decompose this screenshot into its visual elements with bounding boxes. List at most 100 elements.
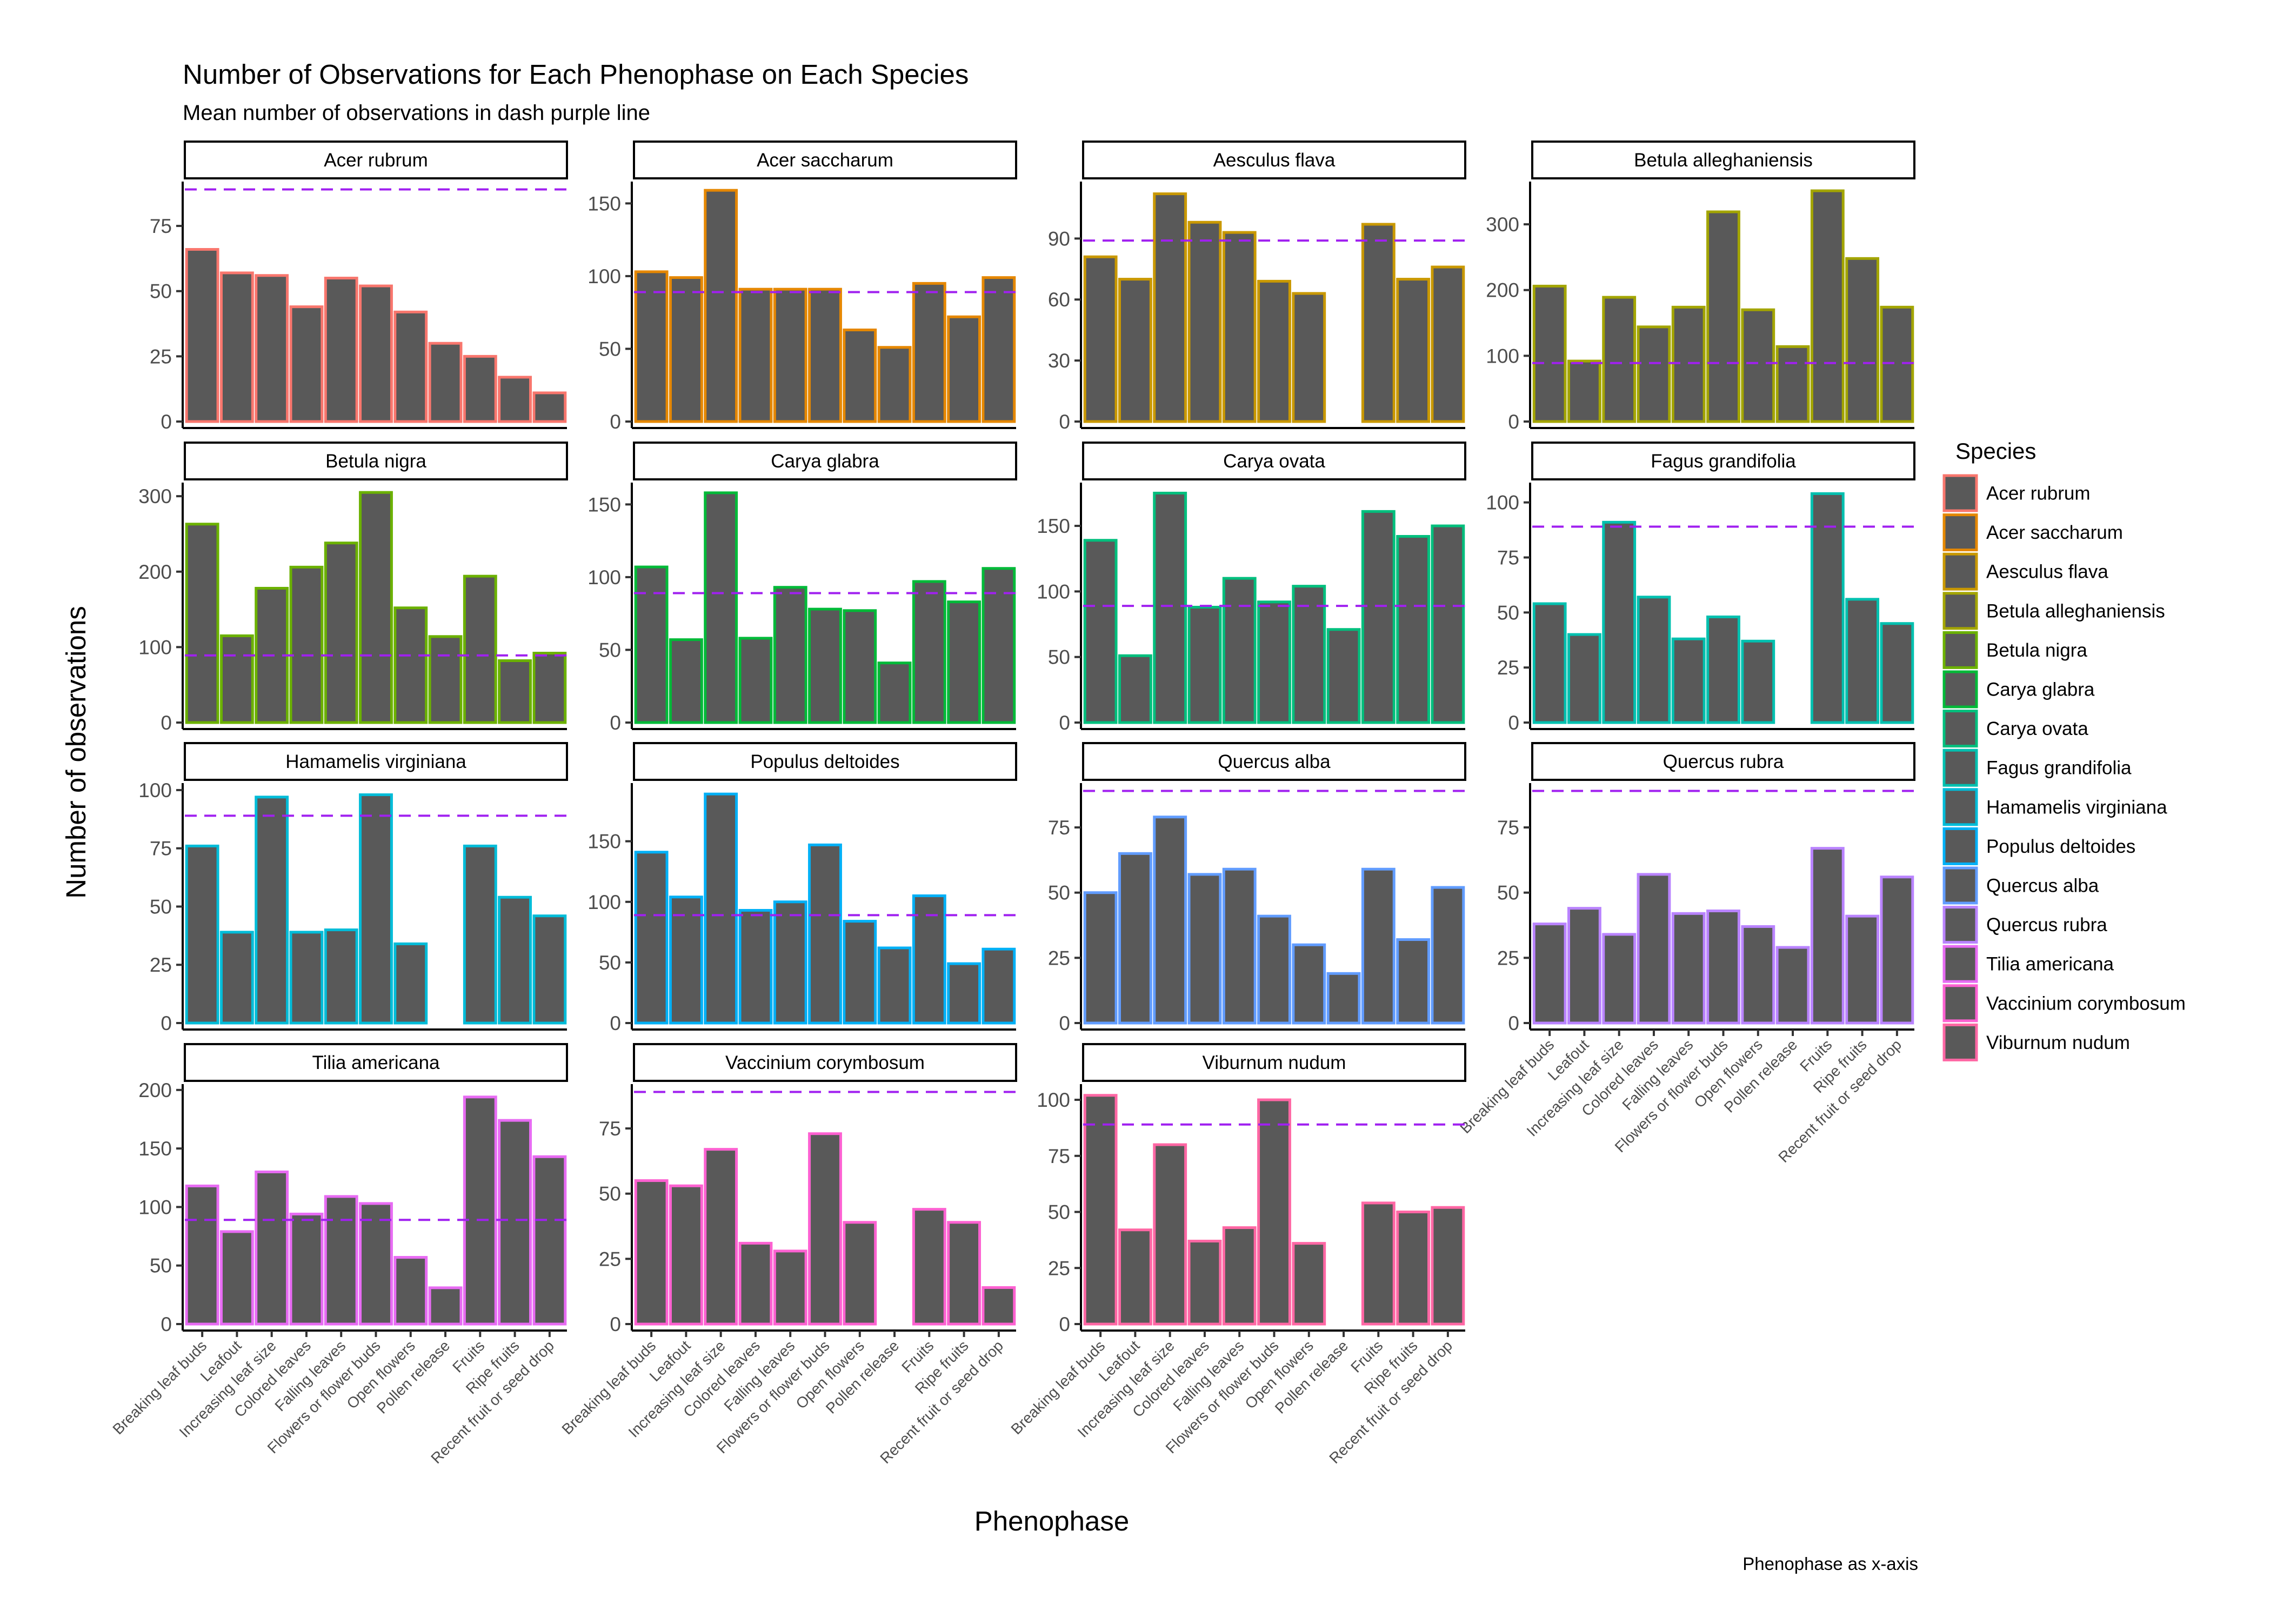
bar: [359, 284, 393, 423]
bar: [1396, 534, 1431, 724]
chart-subtitle: Mean number of observations in dash purp…: [183, 101, 650, 125]
legend-key: [1942, 592, 1978, 630]
legend-key: [1942, 827, 1978, 865]
bar: [1153, 1143, 1187, 1326]
bar: [255, 274, 289, 423]
bar: [808, 607, 842, 724]
bar: [1637, 873, 1671, 1025]
bar: [498, 376, 532, 423]
legend-key: [1942, 1023, 1978, 1061]
facet-strip: [184, 742, 568, 781]
bar: [843, 609, 877, 724]
y-tick-label: 50: [150, 1255, 172, 1277]
chart-title: Number of Observations for Each Phenopha…: [183, 59, 969, 90]
bar: [428, 342, 463, 423]
y-tick-label: 0: [1059, 1012, 1070, 1034]
bar: [498, 895, 532, 1025]
bar: [1671, 637, 1706, 724]
y-tick-label: 0: [1508, 411, 1519, 433]
bar: [1845, 598, 1880, 724]
bar: [634, 1179, 669, 1326]
bar: [738, 908, 773, 1025]
bar: [982, 947, 1016, 1025]
legend-label: Fagus grandifolia: [1986, 758, 2132, 779]
bar: [912, 282, 946, 423]
bar: [1741, 308, 1775, 423]
bar: [982, 276, 1016, 423]
bar: [1396, 938, 1431, 1025]
bar: [1083, 539, 1118, 724]
y-tick-label: 30: [1048, 350, 1070, 372]
bar: [1671, 305, 1706, 423]
facet-panel: Acer rubrum 0 25 50 75: [150, 141, 568, 433]
bar: [359, 491, 393, 724]
bar: [982, 567, 1016, 724]
y-tick-label: 300: [138, 485, 172, 507]
y-tick-label: 150: [587, 831, 621, 853]
bar: [1118, 1228, 1152, 1326]
legend-key: [1942, 906, 1978, 944]
bar: [289, 305, 324, 423]
facet-strip: [184, 141, 568, 179]
facet-strip: [1531, 141, 1915, 179]
legend-key: [1942, 984, 1978, 1022]
y-tick-label: 25: [1497, 657, 1519, 679]
facet-strip-label: Aesculus flava: [1213, 150, 1336, 171]
bar: [1153, 192, 1187, 423]
y-tick-label: 75: [1497, 546, 1519, 569]
y-tick-label: 100: [138, 636, 172, 658]
y-tick-label: 0: [161, 411, 172, 433]
bar: [219, 1230, 254, 1326]
facet-strip: [633, 141, 1017, 179]
bar: [1567, 359, 1601, 423]
bar: [773, 586, 807, 724]
legend-key: [1942, 748, 1978, 787]
y-tick-label: 200: [138, 1079, 172, 1101]
legend-item: Betula nigra: [1942, 631, 2087, 669]
legend: Species Acer rubrum Acer saccharum Aesculu…: [1942, 438, 2186, 1061]
y-tick-label: 50: [599, 338, 621, 360]
facet-strip-label: Carya glabra: [771, 451, 879, 472]
bar: [1083, 1094, 1118, 1326]
legend-label: Quercus alba: [1986, 876, 2099, 897]
bar: [773, 900, 807, 1025]
y-tick-label: 300: [1486, 213, 1519, 236]
facet-strip: [633, 742, 1017, 781]
y-tick-label: 0: [161, 712, 172, 734]
bar: [289, 565, 324, 724]
bar: [843, 1221, 877, 1326]
bar: [463, 844, 497, 1025]
facet-panel: Betula nigra 0 100 200 300: [138, 442, 568, 734]
bar: [428, 1286, 463, 1326]
y-tick-label: 100: [587, 566, 621, 589]
bar: [1153, 491, 1187, 724]
bar: [359, 793, 393, 1025]
bar: [1431, 1206, 1465, 1326]
chart-caption: Phenophase as x-axis: [1742, 1554, 1918, 1574]
facet-strip-label: Fagus grandifolia: [1651, 451, 1796, 472]
legend-label: Tilia americana: [1986, 954, 2114, 975]
y-tick-label: 150: [587, 493, 621, 516]
legend-label: Quercus rubra: [1986, 914, 2107, 935]
y-tick-label: 75: [599, 1118, 621, 1140]
bar: [289, 931, 324, 1025]
bar: [1741, 925, 1775, 1025]
bar: [532, 1155, 567, 1326]
bar: [498, 1119, 532, 1326]
legend-label: Carya ovata: [1986, 718, 2088, 739]
y-tick-label: 50: [1497, 882, 1519, 904]
y-tick-label: 100: [587, 265, 621, 288]
facet-strip: [1082, 141, 1466, 179]
legend-label: Betula nigra: [1986, 640, 2087, 661]
legend-item: Carya ovata: [1942, 710, 2088, 748]
bar: [219, 634, 254, 724]
legend-key: [1942, 670, 1978, 709]
legend-key: [1942, 788, 1978, 826]
legend-key: [1942, 710, 1978, 748]
bar: [912, 580, 946, 724]
y-tick-label: 100: [587, 891, 621, 913]
legend-item: Acer rubrum: [1942, 474, 2091, 512]
legend-key: [1942, 866, 1978, 905]
bar: [1187, 605, 1222, 724]
